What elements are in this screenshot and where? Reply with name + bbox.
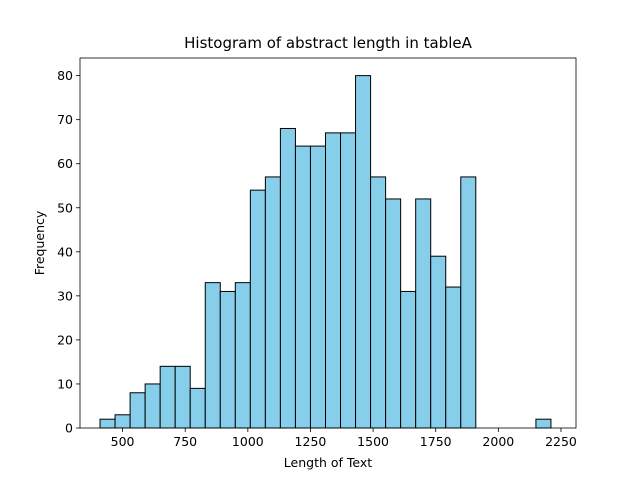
y-tick-label: 10 — [57, 376, 73, 391]
histogram-bar — [309, 145, 326, 429]
y-tick-label: 0 — [65, 421, 73, 436]
x-tick-label: 1250 — [295, 434, 327, 449]
y-tick-label: 70 — [57, 112, 73, 127]
x-tick-label: 2250 — [545, 434, 577, 449]
histogram-bar — [400, 290, 417, 429]
histogram-bar — [144, 383, 161, 429]
histogram-bar — [535, 418, 552, 429]
x-tick-label: 2000 — [482, 434, 514, 449]
histogram-bar — [189, 387, 206, 429]
histogram-bar — [234, 282, 251, 429]
histogram-bar — [385, 198, 402, 429]
histogram-bar — [460, 176, 477, 429]
histogram-bar — [174, 365, 191, 429]
x-axis-ticks: 500 750 1000 1250 1500 1750 2000 2250 — [111, 428, 577, 449]
x-tick-label: 500 — [111, 434, 135, 449]
y-tick-label: 40 — [57, 244, 73, 259]
chart-title: Histogram of abstract length in tableA — [184, 34, 472, 52]
histogram-bar — [294, 145, 311, 429]
histogram-bar — [370, 176, 387, 429]
histogram-bar — [99, 418, 116, 429]
y-tick-label: 80 — [57, 68, 73, 83]
x-tick-label: 750 — [173, 434, 197, 449]
histogram-bar — [340, 132, 357, 429]
y-tick-label: 60 — [57, 156, 73, 171]
histogram-bar — [279, 127, 296, 429]
histogram-bar — [430, 255, 447, 429]
plot-frame — [79, 57, 577, 429]
x-tick-label: 1000 — [232, 434, 264, 449]
y-tick-label: 50 — [57, 200, 73, 215]
y-axis-title: Frequency — [32, 210, 47, 275]
histogram-bar — [129, 392, 146, 429]
y-tick-label: 20 — [57, 332, 73, 347]
x-tick-label: 1500 — [357, 434, 389, 449]
histogram-bar — [445, 286, 462, 429]
x-axis-title: Length of Text — [284, 455, 372, 470]
histogram-bar — [355, 75, 372, 429]
histogram-bar — [264, 176, 281, 429]
histogram-bar — [324, 132, 342, 429]
y-axis-ticks: 0 10 20 30 40 50 60 70 80 — [57, 68, 80, 436]
histogram-bar — [204, 282, 221, 429]
histogram-bar — [415, 198, 432, 429]
histogram-bar — [114, 414, 131, 429]
histogram-bar — [249, 189, 266, 429]
histogram-bar — [219, 290, 236, 429]
x-tick-label: 1750 — [420, 434, 452, 449]
histogram-bar — [159, 365, 176, 429]
bars-layer — [99, 75, 552, 429]
y-tick-label: 30 — [57, 288, 73, 303]
